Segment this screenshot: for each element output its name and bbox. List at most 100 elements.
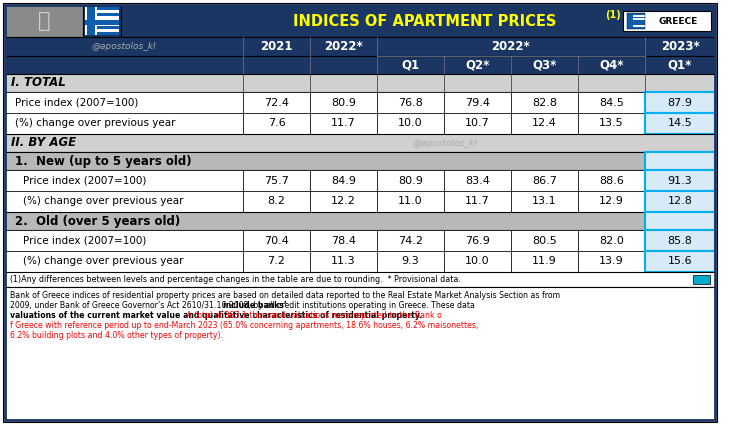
Bar [578, 191, 645, 212]
Bar [85, 13, 119, 17]
Text: 82.8: 82.8 [532, 98, 557, 108]
Bar [645, 152, 715, 170]
Bar [5, 5, 83, 37]
Bar [627, 13, 633, 29]
Bar [511, 251, 578, 272]
Bar [377, 230, 444, 251]
Text: 12.8: 12.8 [667, 196, 692, 206]
Text: 14.5: 14.5 [667, 118, 692, 128]
Bar [511, 113, 578, 134]
Text: 10.0: 10.0 [398, 118, 423, 128]
Bar [627, 20, 645, 24]
Bar [511, 92, 578, 113]
Bar [85, 19, 119, 26]
Bar [5, 5, 715, 37]
Bar [85, 10, 119, 13]
Bar [623, 11, 711, 31]
Bar [627, 13, 633, 29]
Text: Q3*: Q3* [532, 59, 556, 72]
Bar [243, 92, 310, 113]
Bar [5, 191, 243, 212]
Text: 7.6: 7.6 [267, 118, 285, 128]
Text: (%) change over previous year: (%) change over previous year [23, 257, 183, 267]
Text: 10.0: 10.0 [465, 257, 490, 267]
Bar [444, 113, 511, 134]
Bar [377, 113, 444, 134]
Text: Price index (2007=100): Price index (2007=100) [15, 98, 138, 108]
Text: I. TOTAL: I. TOTAL [11, 76, 66, 89]
Bar [5, 113, 243, 134]
Text: 15.6: 15.6 [667, 257, 692, 267]
Text: 2021: 2021 [260, 40, 293, 53]
Text: 13.5: 13.5 [599, 118, 624, 128]
Bar [377, 251, 444, 272]
Text: 12.4: 12.4 [532, 118, 557, 128]
Bar [627, 13, 645, 15]
Bar [444, 170, 511, 191]
Bar [444, 230, 511, 251]
Bar [5, 74, 715, 92]
Bar [310, 113, 377, 134]
Bar [5, 251, 243, 272]
Text: 7.2: 7.2 [267, 257, 285, 267]
Bar [645, 170, 715, 191]
Text: 11.9: 11.9 [532, 257, 557, 267]
Text: 82.0: 82.0 [599, 235, 624, 245]
Text: Price index (2007=100): Price index (2007=100) [23, 176, 146, 186]
Text: 72.4: 72.4 [264, 98, 289, 108]
Text: 70.4: 70.4 [264, 235, 289, 245]
Bar [83, 5, 121, 37]
Bar [511, 191, 578, 212]
Bar [310, 251, 377, 272]
Text: @apostolos_kl: @apostolos_kl [413, 139, 477, 148]
Text: 6.2% building plots and 4.0% other types of property).: 6.2% building plots and 4.0% other types… [10, 331, 223, 340]
Text: 2022*: 2022* [324, 40, 363, 53]
Text: Price index (2007=100): Price index (2007=100) [23, 235, 146, 245]
Text: 74.2: 74.2 [398, 235, 423, 245]
Bar [627, 18, 645, 20]
Text: valuations of the current market value and qualitative characteristics of reside: valuations of the current market value a… [10, 311, 422, 320]
Bar [85, 7, 119, 10]
Text: @apostolos_kl: @apostolos_kl [92, 42, 156, 51]
Text: 85.8: 85.8 [667, 235, 692, 245]
Bar [645, 230, 715, 251]
Bar [627, 13, 645, 29]
Bar [5, 287, 715, 420]
Text: 80.9: 80.9 [398, 176, 423, 186]
Bar [627, 25, 645, 27]
Text: 11.7: 11.7 [331, 118, 356, 128]
Bar [444, 191, 511, 212]
Bar [5, 212, 715, 230]
Text: 10.7: 10.7 [465, 118, 490, 128]
Bar [578, 170, 645, 191]
Bar [627, 15, 645, 17]
Text: 13.1: 13.1 [532, 196, 557, 206]
Text: include banks’: include banks’ [223, 301, 287, 310]
Text: 2009, under Bank of Greece Governor’s Act 2610/31.10.2008, by all credit institu: 2009, under Bank of Greece Governor’s Ac… [10, 301, 477, 310]
Bar [5, 272, 715, 287]
Bar [444, 251, 511, 272]
Text: 78.4: 78.4 [331, 235, 356, 245]
Text: 13.9: 13.9 [599, 257, 624, 267]
Bar [87, 7, 95, 35]
Text: 91.3: 91.3 [667, 176, 692, 186]
Bar [5, 56, 715, 74]
Text: (%) change over previous year: (%) change over previous year [23, 196, 183, 206]
Text: Bank of Greece indices of residential property prices are based on detailed data: Bank of Greece indices of residential pr… [10, 291, 560, 300]
Bar [578, 92, 645, 113]
Text: (%) change over previous year: (%) change over previous year [15, 118, 175, 128]
Text: 87.9: 87.9 [667, 98, 692, 108]
Text: A total of 883.1 thousand valuations were reported to the Bank o: A total of 883.1 thousand valuations wer… [183, 311, 441, 320]
Bar [5, 152, 715, 170]
Bar [85, 19, 119, 26]
Bar [645, 92, 715, 113]
Bar [645, 113, 715, 134]
Bar [377, 191, 444, 212]
Bar [310, 170, 377, 191]
Text: 76.8: 76.8 [398, 98, 423, 108]
Bar [5, 170, 243, 191]
Text: II. BY AGE: II. BY AGE [11, 137, 76, 150]
Text: (1)Any differences between levels and percentage changes in the table are due to: (1)Any differences between levels and pe… [10, 275, 461, 284]
Bar [310, 92, 377, 113]
Text: f Greece with reference period up to end-March 2023 (65.0% concerning apartments: f Greece with reference period up to end… [10, 321, 479, 330]
